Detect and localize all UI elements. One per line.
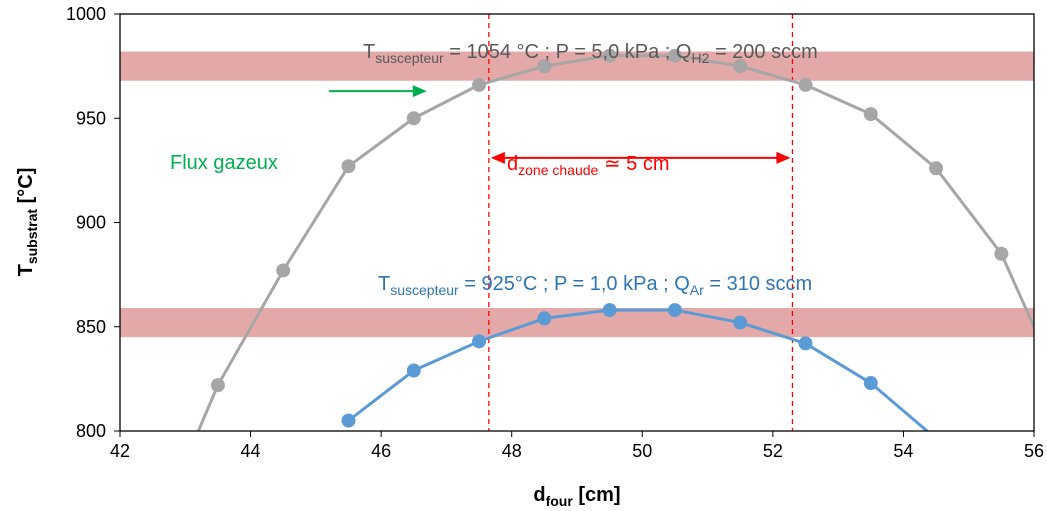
hot-zone-label-pre: d — [507, 153, 518, 175]
series-1-point-6 — [472, 77, 487, 92]
y-tick-label-900: 900 — [76, 213, 106, 233]
series-1-point-10 — [733, 59, 748, 74]
flow-label: Flux gazeux — [170, 152, 278, 174]
series-label-2-sub2: Ar — [690, 282, 704, 298]
series-2-point-5 — [602, 303, 617, 318]
x-ticks: 42 44 46 48 50 52 54 56 — [110, 431, 1044, 461]
x-axis-title-main: d — [533, 484, 545, 506]
x-tick-label-56: 56 — [1024, 441, 1044, 461]
band-2 — [120, 307, 1034, 338]
hot-zone-arrow-left-head — [490, 151, 505, 164]
series-layer — [196, 48, 1034, 431]
x-tick-label-44: 44 — [241, 441, 261, 461]
series-2-point-6 — [667, 303, 682, 318]
series-1-point-13 — [929, 161, 944, 176]
x-tick-label-54: 54 — [893, 441, 913, 461]
y-axis-title: Tsubstrat [°C] — [15, 168, 40, 277]
series-label-2-mid: = 925°C ; P = 1,0 kPa ; Q — [459, 273, 690, 295]
y-tick-label-950: 950 — [76, 108, 106, 128]
series-label-1-mid: = 1054 °C ; P = 5,0 kPa ; Q — [444, 41, 692, 63]
series-1-point-12 — [863, 107, 878, 122]
y-axis-title-main: T — [15, 264, 37, 276]
series-2-point-2 — [406, 363, 421, 378]
series-1-point-7 — [537, 59, 552, 74]
axis-titles: dfour [cm] Tsubstrat [°C] — [15, 168, 621, 509]
series-label-2-post: = 310 sccm — [704, 273, 812, 295]
y-tick-label-1000: 1000 — [66, 4, 106, 24]
series-label-1-sub1: suscepteur — [375, 50, 444, 66]
series-2-point-9 — [863, 376, 878, 391]
series-line-2 — [347, 308, 930, 431]
series-1-point-11 — [798, 77, 813, 92]
series-1-point-2 — [210, 378, 225, 393]
series-label-1-pre: T — [363, 41, 375, 63]
series-2-point-4 — [537, 311, 552, 326]
series-1-point-4 — [341, 159, 356, 174]
series-label-2-sub1: suscepteur — [390, 282, 459, 298]
y-tick-label-850: 850 — [76, 317, 106, 337]
y-ticks: 800 850 900 950 1000 — [66, 4, 120, 441]
series-1-point-14 — [994, 246, 1009, 261]
series-2-point-3 — [472, 334, 487, 349]
hot-zone-label-sub: zone chaude — [518, 162, 598, 178]
x-tick-label-42: 42 — [110, 441, 130, 461]
bands-layer — [120, 51, 1034, 338]
hot-zone-arrow-right-head — [776, 151, 791, 164]
x-tick-label-50: 50 — [632, 441, 652, 461]
series-1-point-5 — [406, 111, 421, 126]
series-1-point-8 — [602, 48, 617, 63]
y-axis-title-unit: [°C] — [15, 168, 37, 209]
y-axis-title-sub: substrat — [24, 209, 40, 265]
plot-background — [120, 14, 1034, 431]
x-tick-label-48: 48 — [502, 441, 522, 461]
vlines-layer — [488, 14, 794, 431]
x-axis-title-sub: four — [546, 493, 574, 509]
series-label-2-pre: T — [378, 273, 390, 295]
series-2-point-7 — [733, 315, 748, 330]
series-label-2: Tsuscepteur = 925°C ; P = 1,0 kPa ; QAr … — [378, 273, 812, 298]
x-tick-label-46: 46 — [371, 441, 391, 461]
series-label-1-post: = 200 sccm — [709, 41, 817, 63]
x-tick-label-52: 52 — [763, 441, 783, 461]
series-label-1-sub2: H2 — [691, 50, 709, 66]
band-1 — [120, 51, 1034, 81]
series-label-1: Tsuscepteur = 1054 °C ; P = 5,0 kPa ; QH… — [363, 41, 818, 66]
x-axis-title-unit: [cm] — [573, 484, 621, 506]
x-axis-title: dfour [cm] — [533, 484, 620, 509]
hot-zone-label-post: ≃ 5 cm — [598, 153, 669, 175]
y-tick-label-800: 800 — [76, 421, 106, 441]
series-1-point-9 — [667, 48, 682, 63]
hot-zone-label: dzone chaude ≃ 5 cm — [507, 153, 670, 178]
series-2-point-1 — [341, 413, 356, 428]
series-2-point-8 — [798, 336, 813, 351]
series-1-point-3 — [276, 263, 291, 278]
flow-arrow-head — [412, 85, 427, 98]
annotations-layer: Tsuscepteur = 1054 °C ; P = 5,0 kPa ; QH… — [170, 41, 818, 298]
